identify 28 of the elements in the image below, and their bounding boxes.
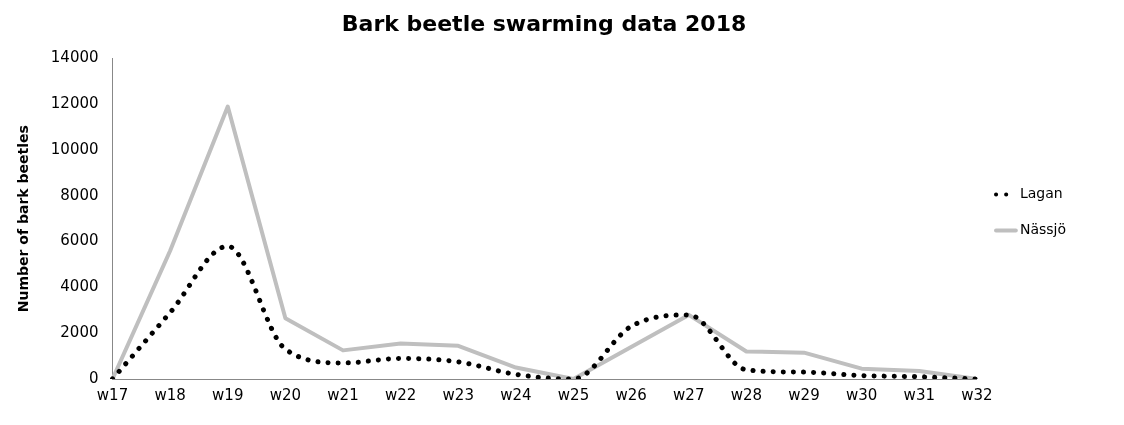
x-tick-label: w17: [96, 385, 129, 404]
x-tick-label: w23: [442, 385, 474, 404]
legend-label: Nässjö: [1019, 221, 1067, 238]
x-tick-label: w32: [961, 385, 993, 404]
x-tick-label: w28: [730, 385, 763, 404]
x-tick-label: w31: [903, 385, 935, 404]
y-tick-label: 10000: [50, 139, 99, 158]
x-tick-label: w19: [212, 385, 244, 404]
x-tick-label: w24: [500, 385, 532, 404]
x-tick-label: w30: [845, 385, 878, 404]
x-tick-label: w20: [269, 385, 302, 404]
y-tick-label: 4000: [60, 277, 99, 296]
x-tick-label: w25: [557, 385, 590, 404]
y-tick-label: 8000: [60, 185, 99, 204]
y-tick-label: 14000: [50, 48, 99, 67]
y-axis-title: Number of bark beetles: [15, 125, 32, 313]
legend-label: Lagan: [1019, 185, 1063, 202]
y-tick-label: 0: [88, 368, 99, 387]
y-tick-label: 6000: [60, 231, 99, 250]
x-tick-label: w29: [788, 385, 820, 404]
x-tick-label: w26: [615, 385, 647, 404]
y-tick-label: 12000: [50, 94, 99, 113]
x-tick-label: w22: [384, 385, 417, 404]
x-tick-label: w18: [154, 385, 186, 404]
y-tick-label: 2000: [60, 323, 99, 342]
x-tick-label: w27: [673, 385, 705, 404]
x-tick-label: w21: [327, 385, 359, 404]
chart-title: Bark beetle swarming data 2018: [341, 10, 747, 36]
